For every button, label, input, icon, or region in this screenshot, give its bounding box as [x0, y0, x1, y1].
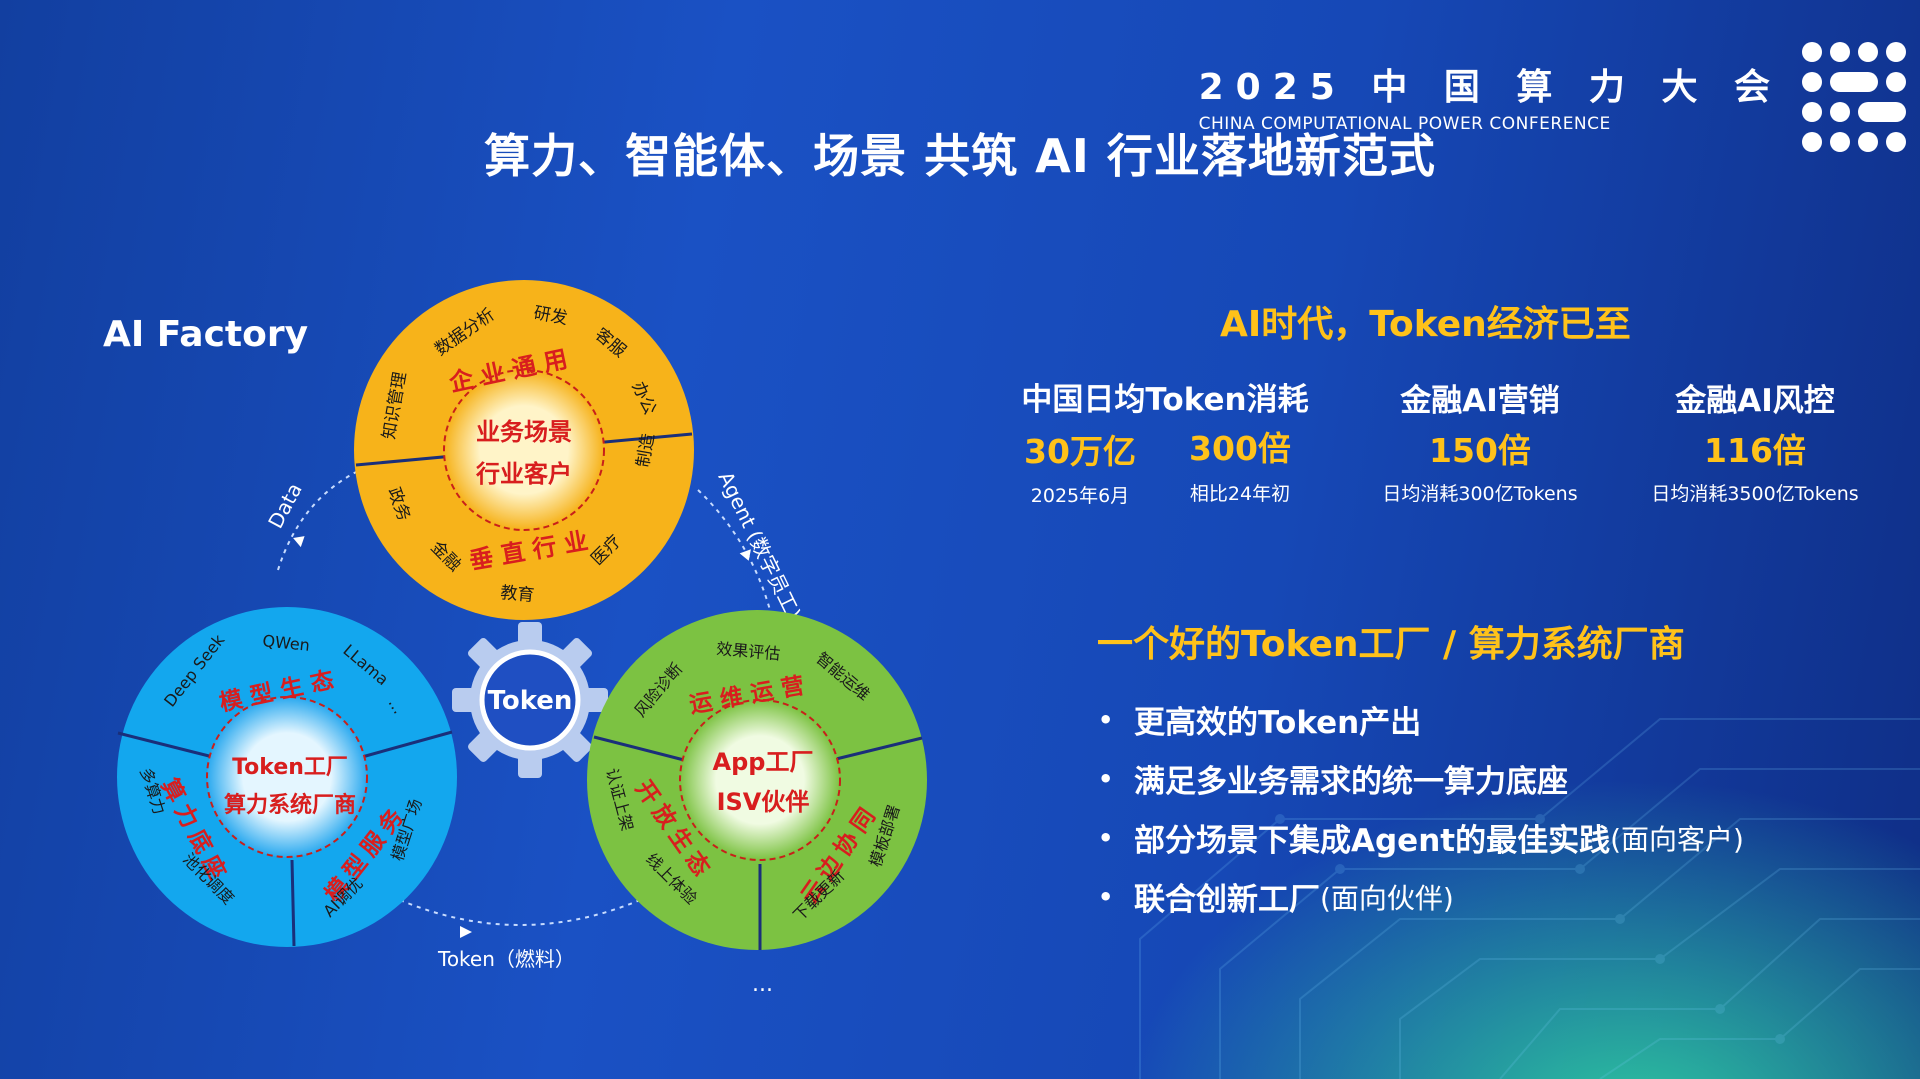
flow-label-data: Data	[263, 479, 307, 532]
good-token-factory-title: 一个好的Token工厂 / 算力系统厂商	[1097, 624, 1685, 665]
token-economy-title: AI时代，Token经济已至	[1220, 304, 1631, 345]
diagram-ellipsis: ...	[752, 972, 773, 997]
app-factory-center-line2: ISV伙伴	[717, 788, 810, 816]
business-scenario-circle: 业务场景 行业客户 企业通用 垂直行业 知识管理 数据分析 研发 客服 办公 制…	[354, 280, 694, 620]
conference-logo-dots-icon	[1802, 42, 1906, 152]
list-item: • 部分场景下集成Agent的最佳实践 (面向客户)	[1098, 808, 1744, 867]
conference-name-en: CHINA COMPUTATIONAL POWER CONFERENCE	[1198, 114, 1611, 134]
list-item: • 满足多业务需求的统一算力底座	[1098, 749, 1744, 808]
bullet-dot: •	[1098, 764, 1114, 793]
flow-label-agent: Agent (数字员工)	[714, 468, 806, 623]
token-factory-circle: Token工厂 算力系统厂商 模型生态 算力底座 模型服务 Deep Seek …	[117, 607, 457, 947]
bullet-text: 更高效的Token产出	[1134, 705, 1422, 741]
stat-head-finance-marketing: 金融AI营销	[1400, 383, 1560, 419]
flow-label-token: Token（燃料）	[437, 947, 575, 971]
stat-sub: 相比24年初	[1189, 483, 1291, 505]
circuit-background-decoration	[1139, 718, 1920, 1079]
list-item: • 更高效的Token产出	[1098, 690, 1744, 749]
stat-value: 300倍	[1189, 429, 1291, 468]
bullet-text: 满足多业务需求的统一算力底座	[1134, 764, 1568, 800]
token-factory-center-line2: 算力系统厂商	[224, 792, 356, 818]
token-gear-label: Token	[488, 686, 573, 716]
arrow-token-icon	[460, 926, 472, 938]
stat-sub: 日均消耗3500亿Tokens	[1651, 483, 1859, 505]
bullet-text: 联合创新工厂	[1134, 882, 1320, 918]
page-title: 算力、智能体、场景 共筑 AI 行业落地新范式	[484, 129, 1436, 183]
list-item: • 联合创新工厂 (面向伙伴)	[1098, 867, 1744, 926]
stat-value: 116倍	[1704, 431, 1806, 470]
app-factory-circle: App工厂 ISV伙伴 运维运营 开放生态 云边协同 风险诊断 效果评估 智能运…	[587, 610, 927, 950]
stat-value: 150倍	[1429, 431, 1531, 470]
flow-arc-data	[277, 469, 361, 571]
ai-factory-label: AI Factory	[103, 314, 309, 355]
flow-arc-token	[399, 899, 641, 926]
business-center-line1: 业务场景	[476, 418, 572, 446]
conference-logo-text: 2025 中 国 算 力 大 会 CHINA COMPUTATIONAL POW…	[1199, 58, 1782, 134]
conference-name-cn: 2025 中 国 算 力 大 会	[1198, 67, 1782, 108]
stat-head-china-daily-token: 中国日均Token消耗	[1021, 382, 1309, 418]
ai-factory-diagram: Data Agent (数字员工) Token（燃料） 业务场景 行业客户 企业…	[117, 280, 927, 971]
bullet-dot: •	[1098, 705, 1114, 734]
bullet-text: 部分场景下集成Agent的最佳实践	[1134, 823, 1611, 859]
stat-sub: 2025年6月	[1030, 485, 1130, 507]
token-factory-center-line1: Token工厂	[232, 755, 348, 780]
stat-sub: 日均消耗300亿Tokens	[1382, 483, 1578, 505]
bullet-dot: •	[1098, 882, 1114, 911]
stat-value: 30万亿	[1024, 432, 1136, 471]
arrow-agent-icon	[739, 549, 751, 561]
business-item: 教育	[500, 583, 536, 606]
bullet-sub: (面向伙伴)	[1320, 881, 1454, 915]
token-gear-icon: Token	[452, 622, 608, 778]
token-factory-item: QWen	[262, 631, 311, 655]
app-factory-center-line1: App工厂	[713, 748, 814, 776]
bullet-sub: (面向客户)	[1610, 822, 1744, 856]
stat-head-finance-risk: 金融AI风控	[1675, 383, 1835, 419]
business-center-line2: 行业客户	[475, 460, 572, 488]
token-factory-bullet-list: • 更高效的Token产出 • 满足多业务需求的统一算力底座 • 部分场景下集成Age…	[1098, 690, 1744, 926]
arrow-data-icon	[293, 536, 305, 548]
bullet-dot: •	[1098, 823, 1114, 852]
